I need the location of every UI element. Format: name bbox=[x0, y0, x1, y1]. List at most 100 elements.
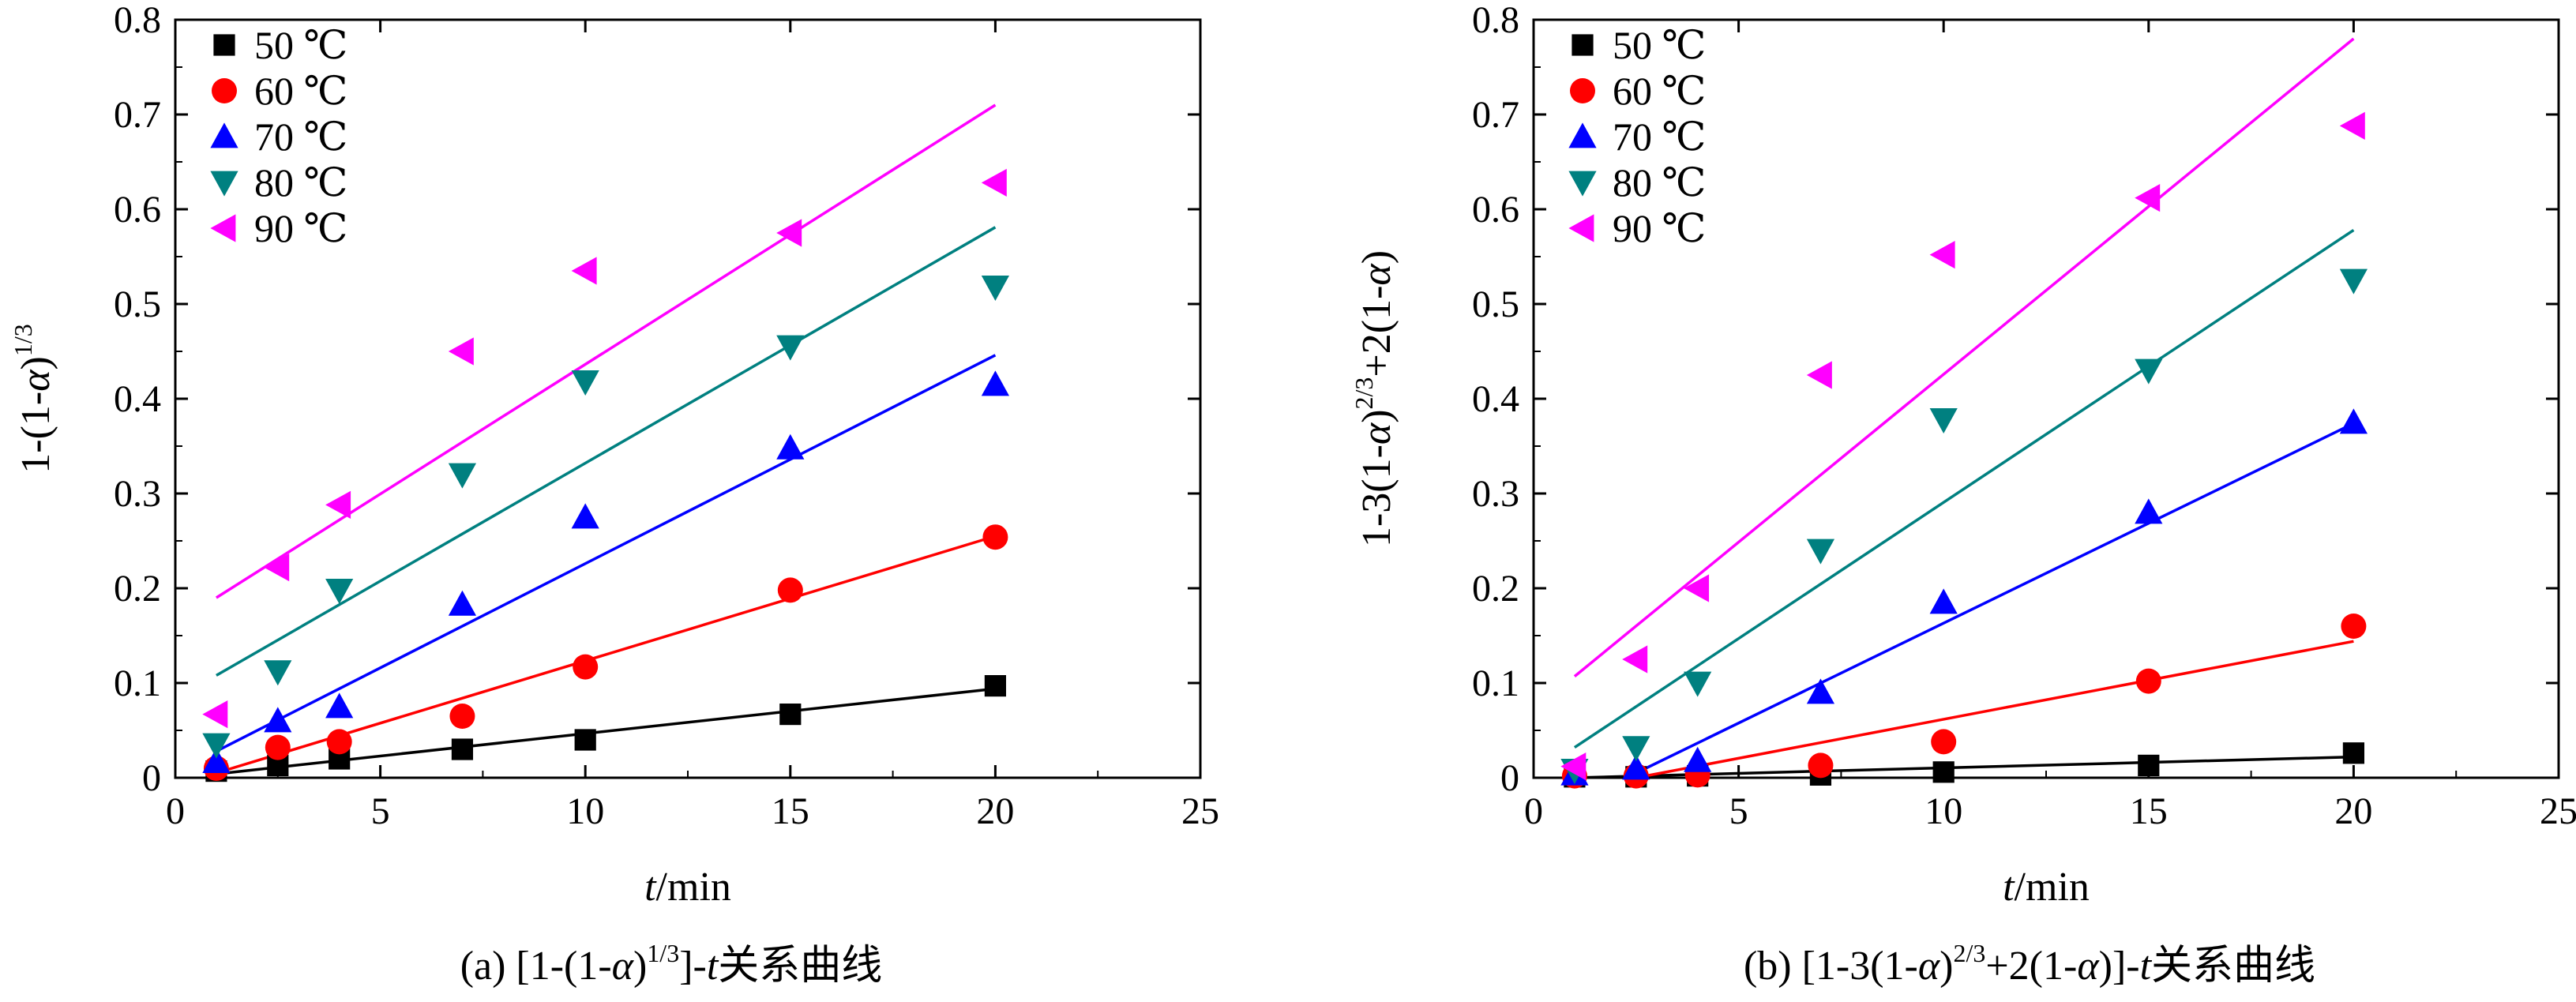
legend-label: 90 ℃ bbox=[254, 206, 347, 250]
legend-label: 80 ℃ bbox=[1613, 160, 1706, 205]
y-tick-label: 0 bbox=[142, 757, 161, 799]
data-point bbox=[1684, 574, 1710, 602]
data-point bbox=[779, 704, 802, 726]
data-point bbox=[1932, 761, 1955, 783]
x-tick-label: 10 bbox=[566, 790, 604, 832]
caption-b: (b) [1-3(1-α)2/3+2(1-α)]-t关系曲线 bbox=[1744, 939, 2315, 989]
data-point bbox=[1622, 754, 1650, 780]
data-point bbox=[1560, 752, 1587, 781]
legend-marker bbox=[1572, 34, 1594, 56]
y-tick-label: 0.1 bbox=[1472, 662, 1519, 704]
legend-label: 60 ℃ bbox=[1613, 69, 1706, 113]
legend-a: 50 ℃60 ℃70 ℃80 ℃90 ℃ bbox=[210, 23, 347, 250]
data-point bbox=[984, 675, 1006, 697]
x-tick-label: 20 bbox=[2334, 790, 2372, 832]
data-point bbox=[776, 433, 805, 460]
data-point bbox=[202, 700, 228, 729]
data-point bbox=[264, 660, 292, 686]
data-point bbox=[448, 590, 477, 616]
y-tick-label: 0.5 bbox=[1472, 283, 1519, 325]
caption-a: (a) [1-(1-α)1/3]-t关系曲线 bbox=[460, 939, 883, 989]
legend-marker bbox=[1568, 171, 1597, 197]
data-point bbox=[981, 370, 1009, 396]
data-point bbox=[2138, 754, 2160, 776]
fit-line bbox=[216, 354, 997, 752]
fit-line bbox=[1573, 228, 2355, 749]
panel-a: 0 0.1 0.2 0.3 0.4 0.5 0.6 0.7 0.8 0 5 10 15 20 25 50 … bbox=[9, 0, 1219, 989]
fit-line bbox=[216, 226, 997, 677]
data-point bbox=[202, 733, 231, 759]
data-point bbox=[264, 554, 290, 582]
data-point bbox=[571, 370, 599, 396]
legend-label: 50 ℃ bbox=[1613, 23, 1706, 67]
data-point bbox=[2135, 498, 2163, 524]
y-tick-label: 0.4 bbox=[1472, 378, 1519, 420]
data-point bbox=[451, 738, 474, 760]
legend-marker bbox=[1568, 122, 1597, 148]
legend-label: 70 ℃ bbox=[1613, 114, 1706, 159]
x-axis-label-b: t/min bbox=[2003, 865, 2090, 910]
data-point bbox=[571, 503, 599, 529]
y-tick-label: 0 bbox=[1500, 757, 1519, 799]
x-tick-labels-a: 0 5 10 15 20 25 bbox=[166, 20, 1219, 832]
x-tick-label: 5 bbox=[371, 790, 390, 832]
y-tick-labels-a: 0 0.1 0.2 0.3 0.4 0.5 0.6 0.7 0.8 bbox=[114, 0, 1200, 799]
data-point bbox=[1806, 678, 1835, 704]
data-point bbox=[2339, 268, 2368, 295]
data-point bbox=[1684, 746, 1712, 772]
data-point bbox=[573, 654, 599, 680]
fit-line bbox=[1573, 37, 2355, 677]
data-point bbox=[2135, 358, 2163, 385]
x-tick-label: 0 bbox=[166, 790, 185, 832]
legend-label: 60 ℃ bbox=[254, 69, 347, 113]
data-point bbox=[2339, 408, 2368, 434]
panel-b: 0 0.1 0.2 0.3 0.4 0.5 0.6 0.7 0.8 0 5 10 15 20 25 50 … bbox=[1350, 0, 2576, 989]
data-point bbox=[1931, 729, 1957, 755]
y-tick-label: 0.3 bbox=[114, 473, 161, 515]
y-tick-label: 0.5 bbox=[114, 283, 161, 325]
data-point bbox=[1806, 361, 1832, 389]
y-tick-label: 0.8 bbox=[114, 0, 161, 41]
y-tick-label: 0.3 bbox=[1472, 473, 1519, 515]
data-point bbox=[982, 524, 1008, 550]
data-point bbox=[2339, 111, 2365, 140]
data-point bbox=[448, 463, 477, 489]
x-tick-label: 10 bbox=[1924, 790, 1962, 832]
data-point bbox=[265, 734, 291, 760]
y-tick-label: 0.6 bbox=[1472, 189, 1519, 231]
data-point bbox=[574, 729, 596, 751]
legend-label: 90 ℃ bbox=[1613, 206, 1706, 250]
legend-label: 80 ℃ bbox=[254, 160, 347, 205]
data-point bbox=[981, 276, 1009, 301]
data-point bbox=[1806, 539, 1835, 565]
y-tick-label: 0.2 bbox=[1472, 568, 1519, 610]
y-axis-label-a: 1-(1-α)1/3 bbox=[9, 324, 58, 473]
x-tick-label: 25 bbox=[2540, 790, 2576, 832]
data-point bbox=[1622, 645, 1648, 674]
data-point bbox=[2341, 614, 2367, 639]
data-point bbox=[448, 337, 474, 366]
fit-line bbox=[1635, 422, 2355, 775]
legend-marker bbox=[210, 171, 238, 197]
data-point bbox=[325, 579, 354, 604]
y-tick-label: 0.2 bbox=[114, 568, 161, 610]
data-point bbox=[776, 219, 802, 247]
x-tick-label: 15 bbox=[2130, 790, 2168, 832]
y-tick-label: 0.8 bbox=[1472, 0, 1519, 41]
legend-marker bbox=[1568, 214, 1594, 242]
data-point bbox=[264, 707, 292, 733]
legend-marker bbox=[1570, 78, 1595, 103]
data-point bbox=[777, 577, 803, 603]
y-axis-label-b: 1-3(1-α)2/3+2(1-α) bbox=[1350, 250, 1399, 547]
y-tick-label: 0.1 bbox=[114, 662, 161, 704]
data-point bbox=[325, 692, 354, 719]
fit-line bbox=[1635, 640, 2354, 779]
legend-marker bbox=[213, 34, 235, 56]
legend-marker bbox=[210, 214, 236, 242]
data-point bbox=[1929, 588, 1958, 614]
data-point bbox=[326, 729, 352, 755]
legend-marker bbox=[212, 78, 237, 103]
data-point bbox=[2342, 742, 2364, 764]
x-axis-label-a: t/min bbox=[644, 865, 731, 910]
